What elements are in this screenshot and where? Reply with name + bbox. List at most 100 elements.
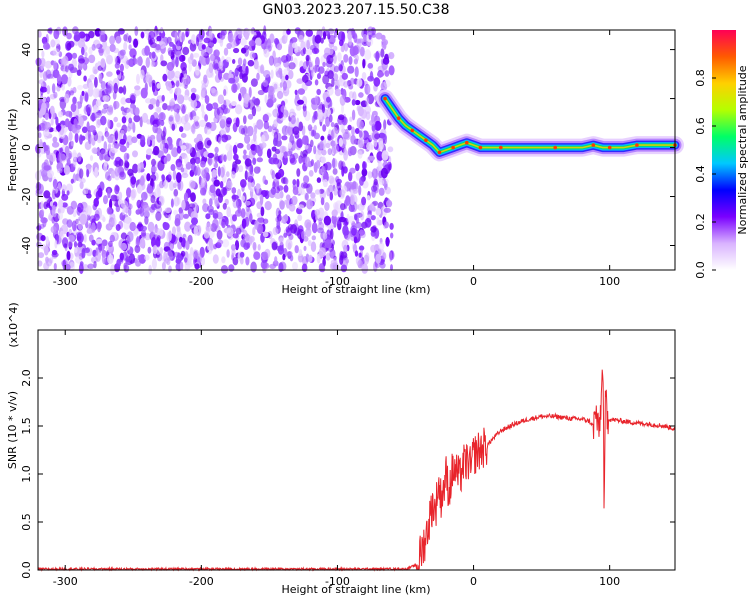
spectrogram-noise-cell	[378, 242, 385, 251]
spectrogram-noise-cell	[67, 76, 72, 87]
spectrogram-noise-cell	[204, 127, 212, 135]
spectrogram-noise-cell	[64, 93, 70, 104]
spectrogram-noise-cell	[338, 64, 343, 72]
spectrogram-noise-cell	[72, 158, 77, 168]
spectrogram-noise-cell	[119, 252, 125, 261]
spectrogram-noise-cell	[54, 38, 61, 46]
spectrogram-noise-cell	[254, 37, 262, 46]
snr-y-ticks: 0.0 0.5 1.0 1.5 2.0	[20, 369, 675, 579]
spectrogram-noise-cell	[141, 112, 149, 123]
spectrogram-noise-cell	[358, 92, 364, 98]
spectrogram-noise-cell	[353, 236, 358, 244]
spectrogram-noise-cell	[272, 226, 279, 236]
spectrogram-noise-cell	[247, 113, 254, 120]
spectrogram-noise-cell	[153, 89, 159, 96]
spectrogram-noise-cell	[152, 227, 157, 235]
spectrogram-noise-cell	[174, 87, 182, 96]
snr-y-tick-label: 0.0	[20, 561, 33, 579]
spectrogram-noise-cell	[113, 82, 119, 94]
spectrogram-noise-cell	[96, 221, 102, 233]
spectrogram-noise-cell	[348, 215, 355, 224]
spectrogram-noise-cell	[257, 166, 261, 173]
spectrogram-noise-cell	[367, 62, 374, 69]
spectrogram-noise-cell	[75, 231, 82, 237]
spectrogram-noise-cell	[311, 115, 315, 124]
spectrogram-noise-cell	[100, 81, 106, 90]
spectrogram-noise-cell	[173, 188, 179, 197]
spectrogram-noise-cell	[190, 87, 197, 94]
spectrogram-noise-cell	[273, 83, 278, 90]
spectrogram-noise-cell	[340, 264, 348, 273]
spectrogram-noise-cell	[109, 35, 116, 45]
spectrogram-noise-cell	[348, 84, 354, 90]
spectrogram-noise-cell	[40, 81, 44, 88]
spectrogram-noise-cell	[180, 115, 188, 125]
spectrogram-noise-cell	[222, 164, 226, 176]
spectrogram-noise-cell	[282, 253, 286, 261]
spectrogram-noise-cell	[350, 225, 358, 235]
spectrogram-noise-cell	[95, 190, 100, 200]
spectrogram-noise-cell	[157, 118, 162, 129]
spectrogram-noise-cell	[116, 69, 121, 75]
spectrogram-noise-cell	[349, 116, 353, 122]
spectrogram-noise-cell	[200, 90, 206, 98]
spectrogram-noise-cell	[305, 227, 312, 237]
spectrogram-noise-cell	[150, 195, 156, 204]
spectrogram-noise-cell	[331, 143, 339, 154]
spectrogram-noise-cell	[311, 222, 318, 234]
spectrogram-noise-cell	[327, 70, 334, 80]
spectrogram-noise-cell	[87, 263, 95, 270]
spectrogram-noise-cell	[120, 242, 128, 251]
spectrogram-noise-cell	[298, 34, 304, 43]
spectrogram-noise-cell	[190, 192, 196, 203]
spectrogram-noise-cell	[322, 31, 327, 40]
spectrogram-noise-cell	[83, 75, 87, 82]
spectrogram-noise-cell	[341, 104, 344, 114]
spectrogram-noise-cell	[272, 108, 280, 118]
spectrogram-noise-cell	[343, 42, 349, 52]
spectrogram-noise-cell	[342, 132, 350, 140]
spectrogram-noise-cell	[119, 145, 127, 153]
spectrogram-noise-cell	[168, 143, 173, 150]
spectrogram-noise-cell	[56, 161, 64, 172]
spectrogram-noise-cell	[383, 221, 389, 229]
spectrogram-noise-cell	[354, 66, 359, 78]
spectrogram-noise-cell	[115, 185, 120, 192]
spectrogram-noise-cell	[103, 103, 109, 109]
spectrogram-noise-cell	[91, 147, 98, 154]
spectrogram-noise-cell	[226, 180, 233, 189]
spectrogram-noise-cell	[354, 214, 358, 221]
spectrogram-noise-cell	[236, 64, 242, 72]
spectrogram-noise-cell	[197, 253, 202, 264]
spectrogram-noise-cell	[71, 220, 77, 232]
spectrogram-noise-cell	[289, 254, 294, 262]
spectrogram-noise-cell	[345, 195, 351, 206]
spectrogram-noise-cell	[286, 227, 292, 237]
spectrogram-noise-cell	[113, 100, 117, 111]
spectrogram-noise-cell	[351, 99, 356, 106]
colorbar-tick-label: 0.4	[694, 165, 707, 183]
spectrogram-noise-cell	[61, 83, 65, 91]
snr-x-tick-label: 0	[470, 575, 477, 588]
spectrogram-noise-cell	[338, 216, 347, 223]
spectrogram-noise-cell	[64, 118, 70, 128]
spectrogram-noise-cell	[175, 50, 182, 57]
spectrogram-noise-cell	[71, 52, 78, 59]
spectrogram-noise-cell	[42, 96, 46, 103]
spectrogram-noise-cell	[294, 89, 298, 96]
spectrogram-noise-cell	[139, 69, 145, 80]
spectrogram-noise-cell	[291, 195, 298, 206]
spectrogram-noise-cell	[120, 129, 125, 135]
spectrogram-noise-cell	[301, 230, 306, 240]
spectrogram-noise-cell	[358, 120, 365, 129]
spectrogram-noise-cell	[217, 166, 221, 177]
spectrogram-noise-cell	[50, 50, 57, 56]
spectrogram-noise-cell	[322, 74, 330, 85]
spectrogram-noise-cell	[251, 52, 258, 59]
spectrogram-noise-cell	[228, 264, 235, 272]
spectrogram-noise-cell	[123, 41, 128, 52]
spectrogram-noise-cell	[159, 247, 163, 255]
spectrogram-noise-cell	[253, 59, 259, 70]
spectrogram-noise-cell	[282, 80, 287, 91]
spectrogram-noise-cell	[68, 261, 75, 272]
